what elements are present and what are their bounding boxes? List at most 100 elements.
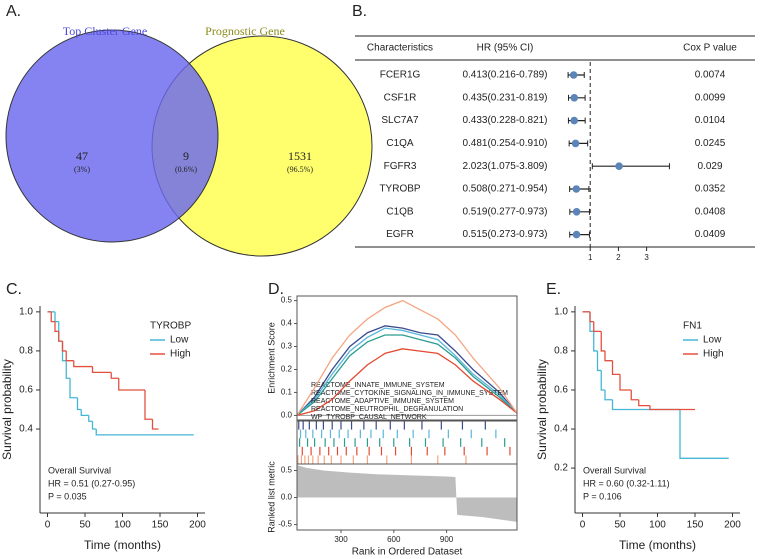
survival-step [54, 311, 59, 323]
row-label: C1QB [386, 206, 414, 217]
pathway-label: REACTOME_INNATE_IMMUNE_SYSTEM [311, 382, 445, 389]
p-value: 0.029 [697, 161, 722, 172]
x-tick-label: 1 [588, 253, 593, 262]
y-tick-label: 0.8 [554, 346, 568, 357]
hr-label: 2.023(1.075-3.809) [462, 161, 547, 172]
survival-step [76, 397, 82, 411]
x-tick-label: 150 [687, 520, 704, 531]
hr-label: 0.433(0.228-0.821) [462, 115, 547, 126]
x-axis-label: Time (months) [619, 538, 696, 552]
hr-label: 0.435(0.231-0.819) [462, 92, 547, 103]
hr-point [572, 230, 581, 239]
survival-step [144, 389, 153, 420]
y-axis-label: Ranked list metric [266, 461, 276, 533]
x-tick-label: 3 [644, 253, 649, 262]
y-tick-label: 1.0 [554, 306, 568, 317]
legend-label: High [170, 349, 191, 360]
hr-point [570, 94, 579, 102]
annotation: P = 0.035 [48, 491, 87, 501]
x-tick-label: 100 [649, 520, 666, 531]
survival-step [611, 399, 680, 411]
legend-label: Low [703, 335, 722, 346]
es-curve [296, 325, 518, 416]
y-tick-label: 0.4 [554, 424, 568, 435]
row-label: SLC7A7 [381, 115, 419, 126]
p-value: 0.0099 [695, 92, 726, 103]
y-axis-label: Enrichment Score [266, 322, 276, 394]
hr-label: 0.413(0.216-0.789) [462, 70, 547, 81]
survival-step [593, 331, 598, 352]
legend-title: FN1 [683, 321, 702, 332]
panel-frame [296, 295, 518, 421]
x-axis-label: Rank in Ordered Dataset [352, 547, 463, 558]
column-header: Characteristics [367, 43, 433, 54]
annotation: HR = 0.60 (0.32-1.11) [583, 478, 670, 488]
y-tick-label: 1.0 [19, 306, 33, 317]
hr-label: 0.508(0.271-0.954) [462, 184, 547, 195]
annotation: Overall Survival [48, 465, 111, 475]
survival-step [593, 321, 602, 333]
region-count: 47 [76, 149, 88, 163]
survival-step [91, 366, 112, 374]
y-tick-label: 0.3 [281, 342, 293, 351]
annotation: P = 0.106 [583, 491, 622, 501]
y-tick-label: 0.5 [281, 296, 293, 305]
p-value: 0.0409 [695, 229, 726, 240]
x-tick-label: 0 [45, 520, 51, 531]
hr-point [571, 139, 580, 148]
p-value: 0.0074 [695, 70, 726, 81]
metric-area [297, 465, 517, 522]
annotation: HR = 0.51 (0.27-0.95) [48, 478, 135, 488]
p-value: 0.0352 [695, 184, 726, 195]
es-curve [296, 327, 518, 416]
column-header: HR (95% CI) [477, 43, 534, 54]
survival-step [58, 331, 63, 342]
row-label: FCER1G [380, 70, 421, 81]
p-value: 0.0104 [695, 115, 726, 126]
survival-step [61, 341, 67, 352]
y-tick-label: -0.5 [278, 520, 292, 529]
x-tick-label: 50 [79, 520, 91, 531]
x-tick-label: 600 [387, 535, 401, 544]
hr-label: 0.519(0.277-0.973) [462, 206, 547, 217]
region-count: 1531 [288, 149, 312, 163]
hr-point [570, 116, 579, 125]
set-circle [5, 29, 219, 243]
es-curve [296, 348, 518, 417]
survival-step [151, 419, 159, 430]
y-tick-label: 0.2 [554, 463, 568, 474]
survival-step [596, 350, 602, 372]
y-tick-label: 0.6 [554, 385, 568, 396]
legend-label: Low [170, 335, 189, 346]
es-curve [296, 334, 518, 416]
row-label: FGFR3 [384, 161, 417, 172]
pathway-label: WP_TYROBP_CAUSAL_NETWORK [311, 414, 427, 421]
x-tick-label: 100 [114, 520, 131, 531]
survival-step [649, 405, 695, 411]
panel-label: A. [6, 3, 21, 20]
x-tick-label: 200 [189, 520, 206, 531]
x-tick-label: 200 [724, 520, 741, 531]
survival-step [88, 415, 93, 422]
y-axis-label: Survival probability [535, 359, 549, 460]
annotation: Overall Survival [583, 465, 646, 475]
hr-label: 0.481(0.254-0.910) [462, 138, 547, 149]
survival-step [630, 389, 639, 401]
region-count: 9 [183, 149, 189, 163]
y-tick-label: 0.0 [281, 493, 293, 502]
hr-point [615, 162, 623, 170]
y-tick-label: 0.4 [281, 319, 293, 328]
y-tick-label: 0.1 [281, 388, 293, 397]
p-value: 0.0245 [695, 138, 726, 149]
set-label: Top Cluster Gene [63, 24, 147, 38]
survival-step [110, 372, 119, 379]
survival-step [73, 360, 93, 368]
survival-step [604, 350, 613, 362]
x-tick-label: 0 [580, 520, 586, 531]
y-tick-label: 0.8 [19, 346, 33, 357]
es-curve [296, 299, 518, 416]
survival-step [118, 378, 145, 391]
legend-label: High [703, 349, 724, 360]
panel-label: B. [352, 3, 367, 20]
